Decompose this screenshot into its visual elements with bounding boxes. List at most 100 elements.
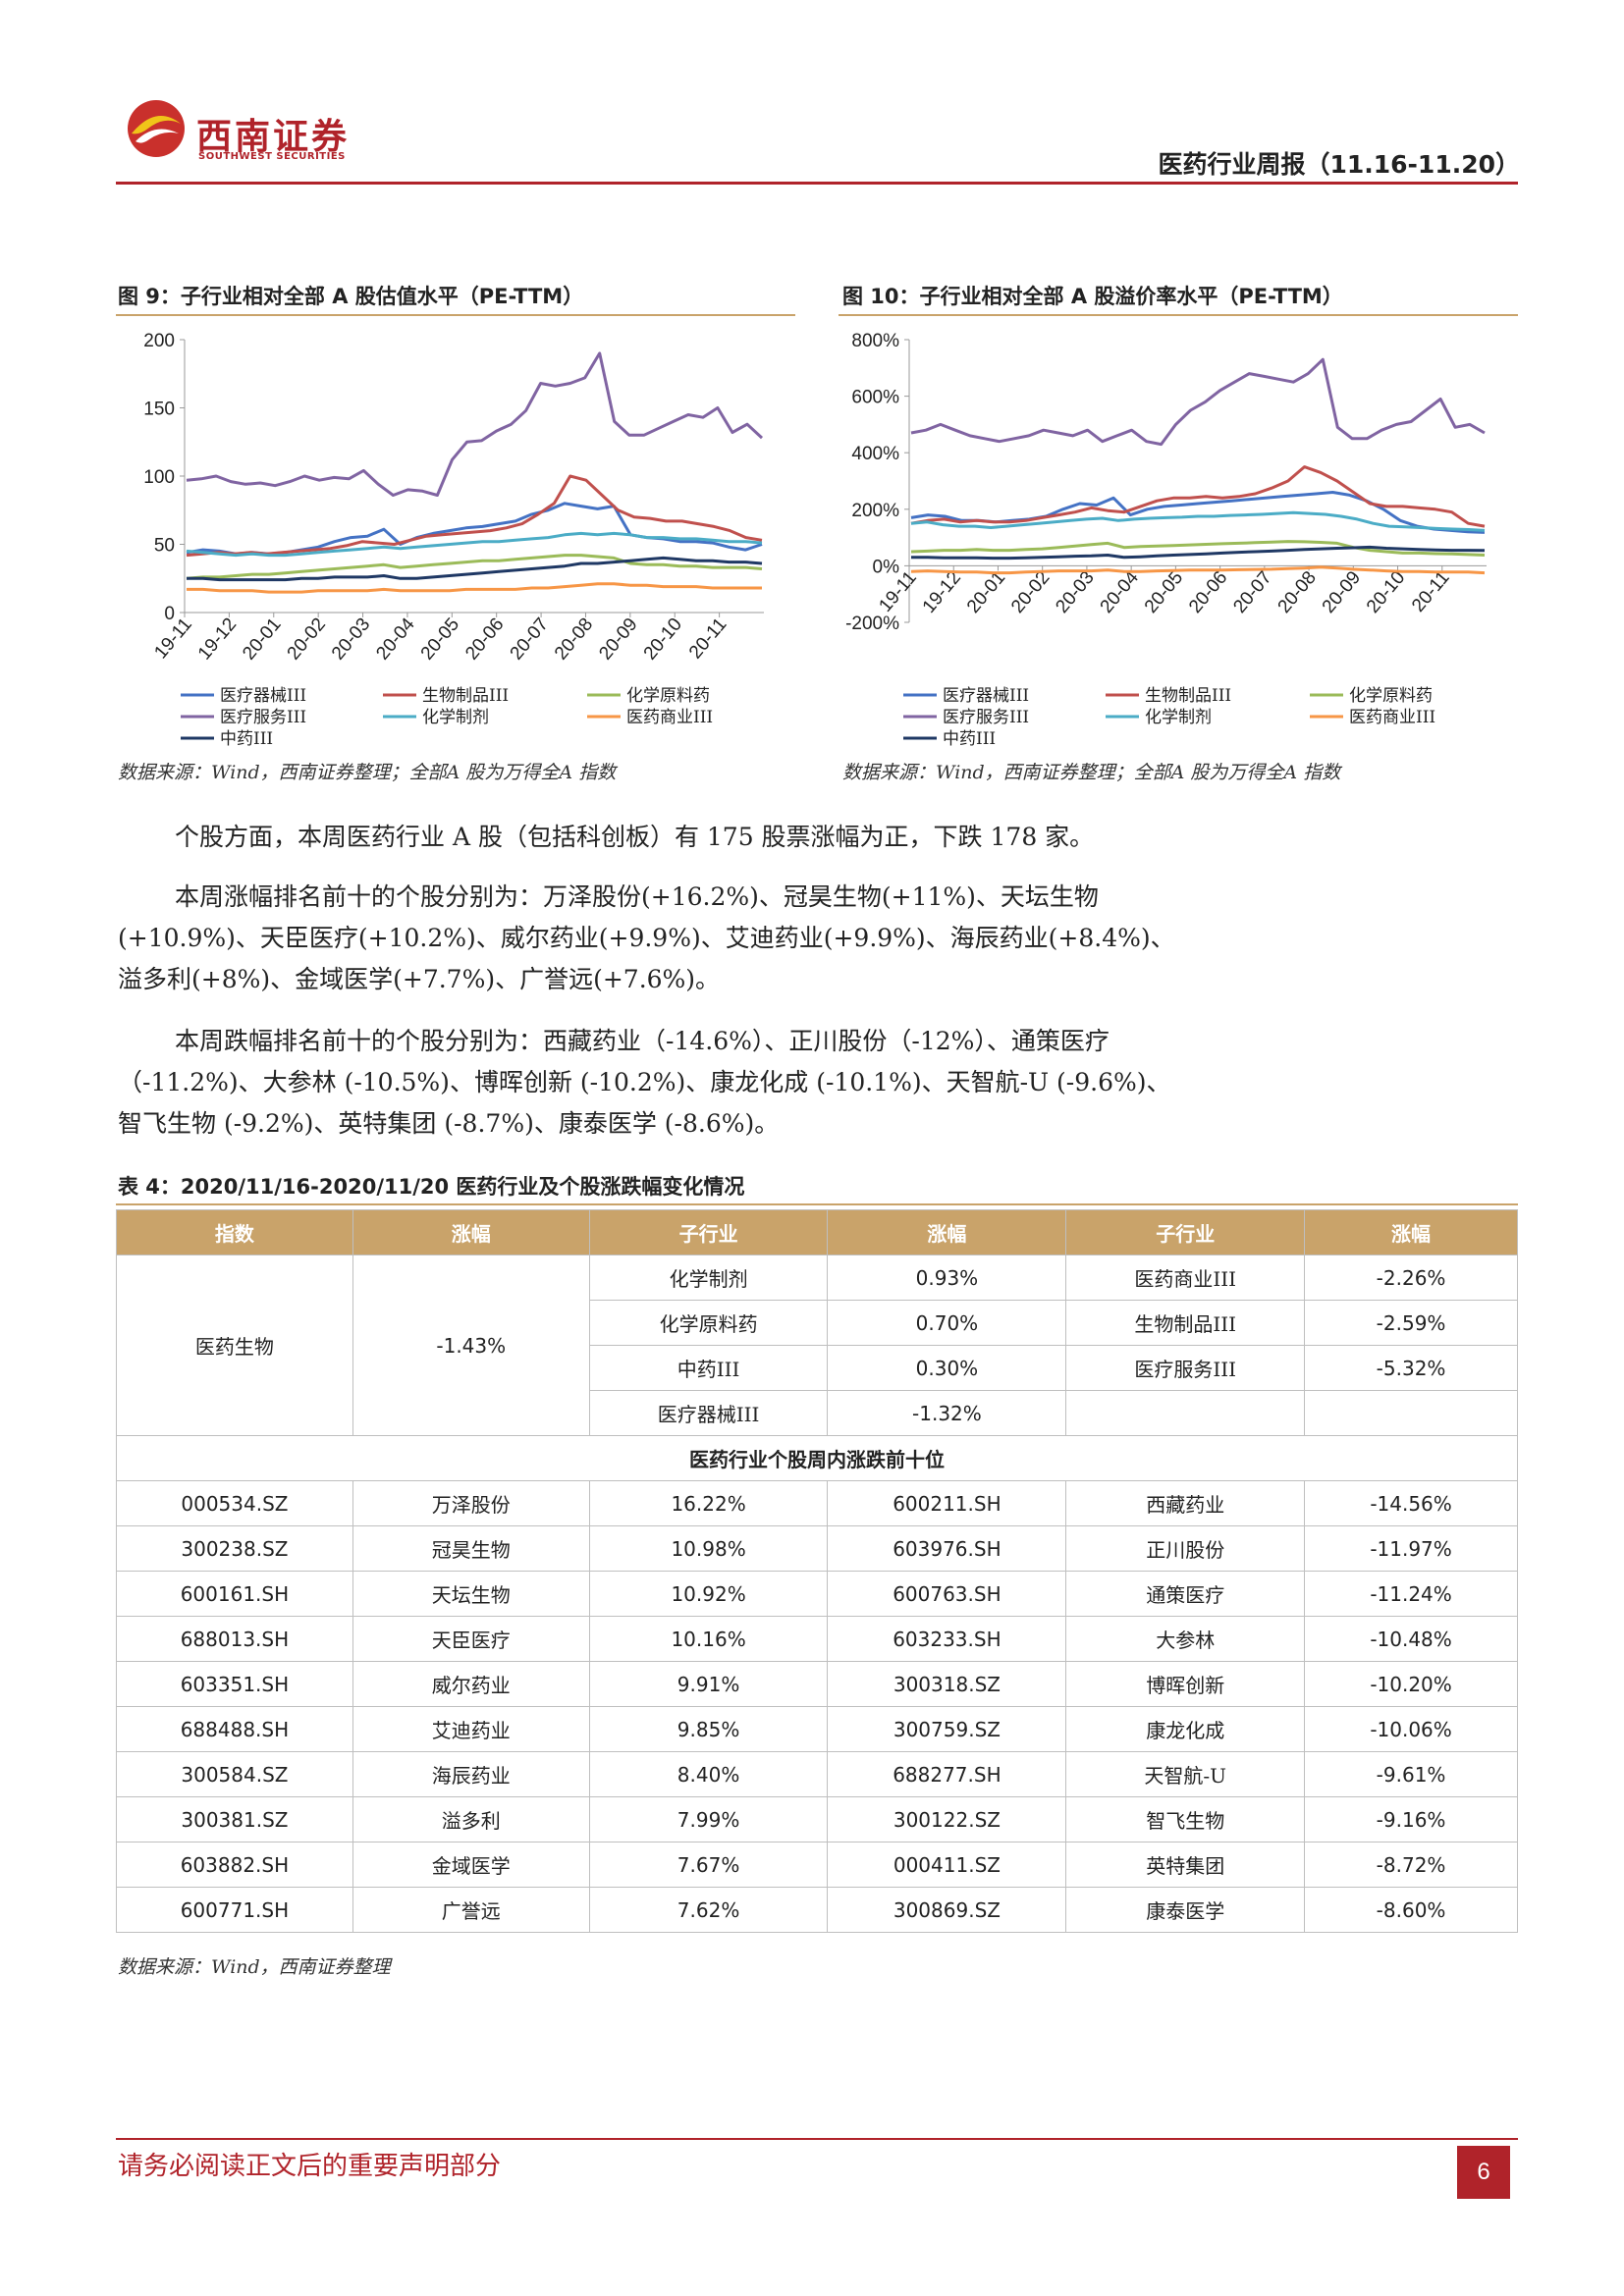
stock-change: 9.91% xyxy=(588,1661,829,1707)
fig10-legend-label: 化学原料药 xyxy=(1349,686,1433,706)
stock-name: 天臣医疗 xyxy=(352,1616,590,1662)
disclaimer-note: 请务必阅读正文后的重要声明部分 xyxy=(118,2152,502,2181)
section-title: 医药行业个股周内涨跌前十位 xyxy=(116,1435,1518,1481)
fig9-y-tick-label: 100 xyxy=(143,467,175,488)
stock-change: 7.99% xyxy=(588,1796,829,1842)
stock-code: 603233.SH xyxy=(827,1616,1067,1662)
fig10-chart: 800%600%400%200%0%-200%19-1119-1220-0120… xyxy=(845,331,1487,749)
fig10-legend-label: 中药III xyxy=(943,729,996,749)
table-row: 688488.SH 艾迪药业 9.85% 300759.SZ 康龙化成 -10.06% xyxy=(116,1706,1518,1752)
stock-name: 艾迪药业 xyxy=(352,1706,590,1752)
fig9-legend-label: 医疗器械III xyxy=(220,686,306,706)
fig10-series-line-1 xyxy=(910,465,1486,528)
table-row: 600161.SH 天坛生物 10.92% 600763.SH 通策医疗 -11.24% xyxy=(116,1571,1518,1617)
fig9-series-line-0 xyxy=(186,502,763,556)
fig9-source: 数据来源：Wind，西南证券整理；全部A 股为万得全A 指数 xyxy=(118,762,617,783)
fig9-x-tick-label: 20-01 xyxy=(239,614,285,665)
subindustry-change: -2.59% xyxy=(1304,1300,1518,1346)
footer-divider xyxy=(116,2138,1518,2140)
fig9-x-tick-label: 20-09 xyxy=(595,614,641,665)
table-title: 表 4：2020/11/16-2020/11/20 医药行业及个股涨跌幅变化情况 xyxy=(118,1175,745,1199)
header-subindustry: 子行业 xyxy=(1065,1209,1306,1255)
stock-name: 海辰药业 xyxy=(352,1751,590,1797)
subindustry-name: 生物制品III xyxy=(1065,1300,1306,1346)
stock-code: 300318.SZ xyxy=(827,1661,1067,1707)
fig9-title-rule xyxy=(116,314,795,316)
stock-name: 溢多利 xyxy=(352,1796,590,1842)
fig10-series-line-6 xyxy=(911,545,1486,561)
fig10-series-line-4 xyxy=(910,510,1486,532)
stock-code: 688488.SH xyxy=(116,1706,353,1752)
fig10-series-line-5 xyxy=(910,565,1486,575)
subindustry-change: -1.32% xyxy=(827,1390,1067,1436)
stock-change: 10.16% xyxy=(588,1616,829,1662)
stock-name: 康泰医学 xyxy=(1065,1887,1306,1933)
fig9-x-tick-label: 20-02 xyxy=(284,614,330,665)
stock-change: -11.24% xyxy=(1304,1571,1518,1617)
fig10-x-tick-label: 20-10 xyxy=(1363,567,1409,617)
subindustry-name: 中药III xyxy=(588,1345,829,1391)
fig9-legend-label: 生物制品III xyxy=(422,686,509,706)
index-name: 医药生物 xyxy=(116,1255,353,1436)
stock-code: 600771.SH xyxy=(116,1887,353,1933)
fig10-y-tick-label: -200% xyxy=(845,614,899,634)
fig10-legend-label: 生物制品III xyxy=(1145,686,1231,706)
header-change: 涨幅 xyxy=(1304,1209,1518,1255)
paragraph-2-line-1: 本周涨幅排名前十的个股分别为：万泽股份(+16.2%)、冠昊生物(+11%)、天… xyxy=(175,882,1099,911)
table-row: 688013.SH 天臣医疗 10.16% 603233.SH 大参林 -10.48% xyxy=(116,1616,1518,1662)
table-row: 300584.SZ 海辰药业 8.40% 688277.SH 天智航-U -9.61% xyxy=(116,1751,1518,1797)
fig10-source: 数据来源：Wind，西南证券整理；全部A 股为万得全A 指数 xyxy=(842,762,1341,783)
table-row: 300238.SZ 冠昊生物 10.98% 603976.SH 正川股份 -11.97% xyxy=(116,1525,1518,1572)
header-subindustry: 子行业 xyxy=(588,1209,829,1255)
fig10-title-rule xyxy=(839,314,1518,316)
stock-code: 300759.SZ xyxy=(827,1706,1067,1752)
fig9-series-line-5 xyxy=(187,582,762,594)
paragraph-2-line-3: 溢多利(+8%)、金域医学(+7.7%)、广誉远(+7.6%)。 xyxy=(118,965,721,993)
header-change: 涨幅 xyxy=(827,1209,1067,1255)
stock-code: 000534.SZ xyxy=(116,1480,353,1526)
section-title-row: 医药行业个股周内涨跌前十位 xyxy=(116,1435,1518,1481)
fig9-x-tick-label: 19-11 xyxy=(150,614,195,664)
fig10-y-tick-label: 0% xyxy=(873,557,900,577)
logo: 西南证券 SOUTHWEST SECURITIES xyxy=(126,98,361,167)
stock-change: 8.40% xyxy=(588,1751,829,1797)
fig10-x-tick-label: 20-04 xyxy=(1097,567,1144,617)
fig10-series-line-3 xyxy=(910,357,1486,447)
paragraph-3-line-1: 本周跌幅排名前十的个股分别为：西藏药业（-14.6%）、正川股份（-12%）、通… xyxy=(175,1027,1110,1055)
table-header-row: 指数 涨幅 子行业 涨幅 子行业 涨幅 xyxy=(116,1209,1518,1255)
fig10-x-tick-label: 19-12 xyxy=(919,567,965,617)
header-change: 涨幅 xyxy=(352,1209,590,1255)
index-change: -1.43% xyxy=(352,1255,590,1436)
paragraph-3-line-2: （-11.2%)、大参林 (-10.5%)、博晖创新 (-10.2%)、康龙化成… xyxy=(118,1068,1171,1096)
subindustry-name xyxy=(1065,1390,1306,1436)
table-row: 医药生物 -1.43% 化学制剂 0.93% 医药商业III -2.26% xyxy=(116,1255,1518,1436)
stock-code: 600763.SH xyxy=(827,1571,1067,1617)
fig10-legend-label: 医疗服务III xyxy=(943,708,1029,727)
subindustry-name: 医药商业III xyxy=(1065,1255,1306,1301)
fig9-series-line-4 xyxy=(186,531,763,558)
header-divider xyxy=(116,182,1518,185)
subindustry-name: 医疗服务III xyxy=(1065,1345,1306,1391)
fig10-x-tick-label: 20-01 xyxy=(963,567,1009,617)
table-row: 000534.SZ 万泽股份 16.22% 600211.SH 西藏药业 -14.56% xyxy=(116,1480,1518,1526)
stock-code: 000411.SZ xyxy=(827,1842,1067,1888)
paragraph-3-line-3: 智飞生物 (-9.2%)、英特集团 (-8.7%)、康泰医学 (-8.6%)。 xyxy=(118,1109,780,1138)
stock-code: 300122.SZ xyxy=(827,1796,1067,1842)
stock-code: 603976.SH xyxy=(827,1525,1067,1572)
stock-name: 冠昊生物 xyxy=(352,1525,590,1572)
fig9-series-line-1 xyxy=(186,474,763,558)
stock-name: 威尔药业 xyxy=(352,1661,590,1707)
stock-name: 正川股份 xyxy=(1065,1525,1306,1572)
fig10-x-tick-label: 20-06 xyxy=(1185,567,1231,617)
table-row: 中药III 0.30% 医疗服务III -5.32% xyxy=(117,1345,1518,1391)
table-row: 化学原料药 0.70% 生物制品III -2.59% xyxy=(117,1300,1518,1346)
stock-code: 300238.SZ xyxy=(116,1525,353,1572)
fig10-y-tick-label: 800% xyxy=(851,331,899,351)
subindustry-change: 0.30% xyxy=(827,1345,1067,1391)
fig9-y-tick-label: 150 xyxy=(143,400,175,420)
stock-code: 300381.SZ xyxy=(116,1796,353,1842)
stock-name: 西藏药业 xyxy=(1065,1480,1306,1526)
stock-change: 7.62% xyxy=(588,1887,829,1933)
fig10-x-tick-label: 20-07 xyxy=(1229,567,1275,617)
stock-change: 10.92% xyxy=(588,1571,829,1617)
